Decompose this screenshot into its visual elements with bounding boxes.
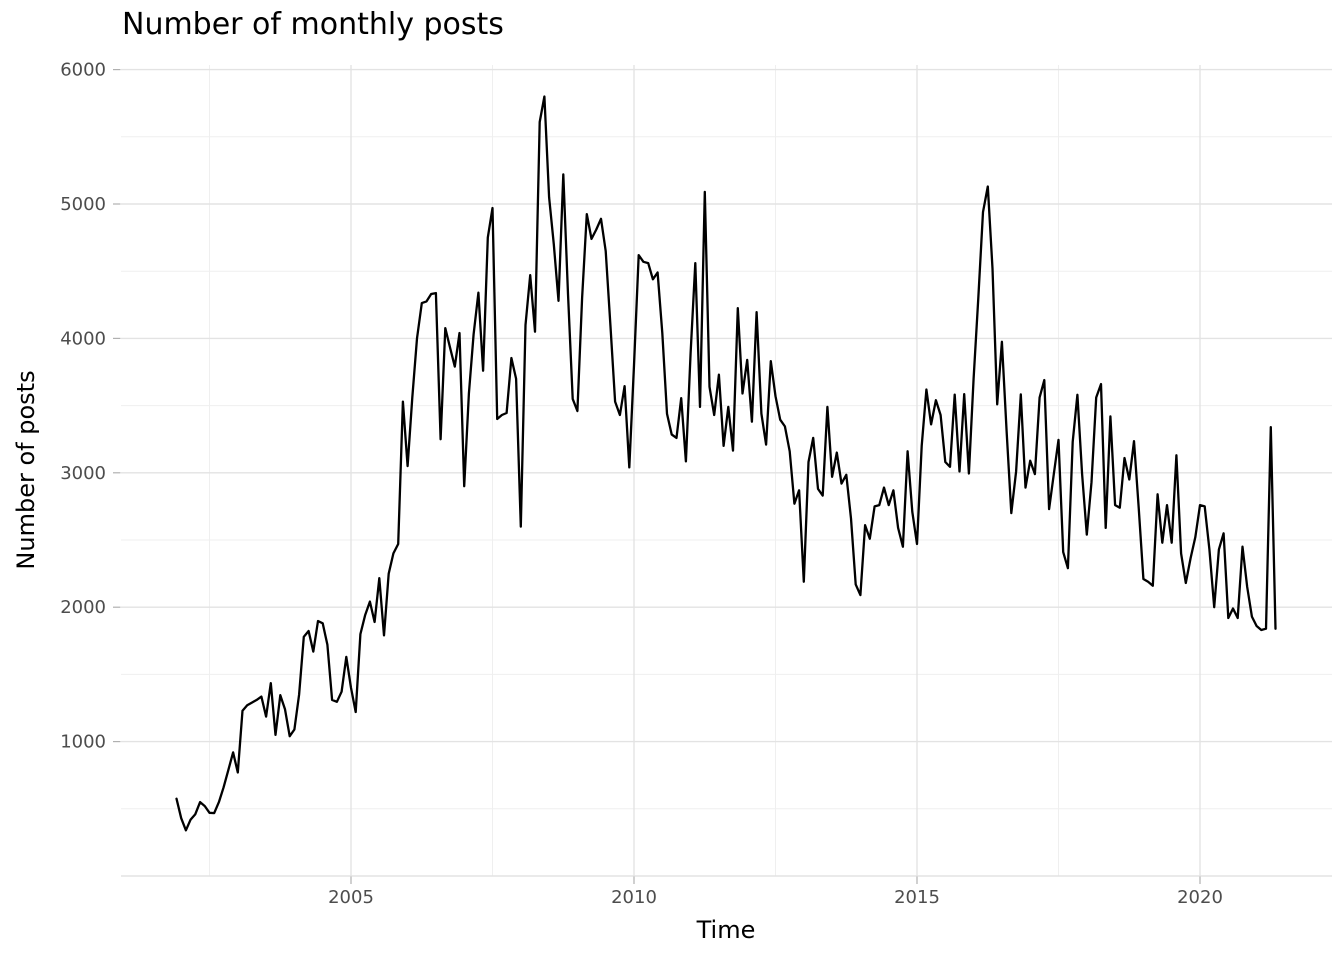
y-tick-label: 1000 (60, 732, 106, 753)
x-tick-label: 2020 (1177, 887, 1223, 908)
chart-title: Number of monthly posts (122, 7, 504, 42)
x-tick-label: 2010 (611, 887, 657, 908)
y-axis-tick-labels: 1000 2000 3000 4000 5000 6000 (60, 60, 106, 753)
y-tick-label: 5000 (60, 194, 106, 215)
y-tick-label: 3000 (60, 463, 106, 484)
y-tick-label: 2000 (60, 597, 106, 618)
gridlines-minor (121, 65, 1332, 876)
y-tick-label: 4000 (60, 328, 106, 349)
x-tick-label: 2005 (328, 887, 374, 908)
y-axis-title: Number of posts (12, 370, 40, 569)
x-axis-title: Time (696, 916, 756, 944)
x-axis-tick-labels: 2005 2010 2015 2020 (328, 887, 1223, 908)
gridlines-major (121, 65, 1332, 877)
x-tick-label: 2015 (894, 887, 940, 908)
data-series-line (175, 95, 1277, 832)
axis-tick-marks (113, 68, 1201, 884)
y-tick-label: 6000 (60, 60, 106, 81)
